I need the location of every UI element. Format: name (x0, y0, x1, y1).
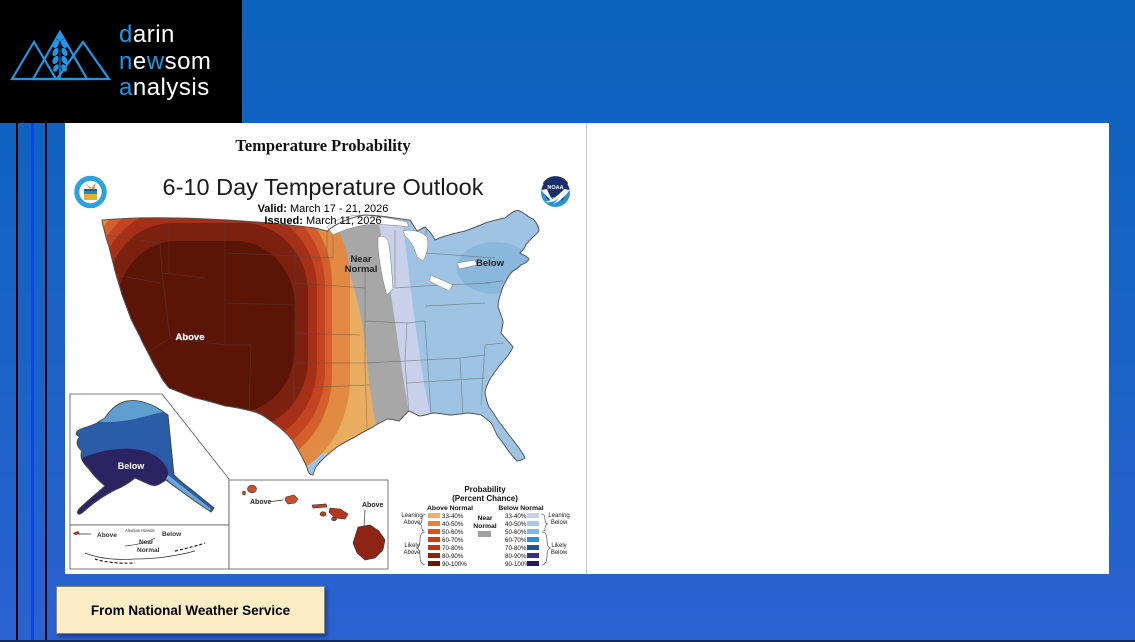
svg-text:80-90%: 80-90% (505, 553, 527, 560)
svg-text:Below: Below (118, 461, 146, 471)
svg-text:Leaning: Leaning (548, 513, 569, 519)
svg-text:Above: Above (175, 332, 204, 343)
svg-text:Below: Below (162, 531, 182, 538)
svg-text:60-70%: 60-70% (505, 537, 527, 544)
svg-text:50-60%: 50-60% (442, 529, 464, 536)
svg-text:Aleutian Islands: Aleutian Islands (125, 528, 155, 533)
svg-text:Near: Near (350, 254, 371, 265)
svg-text:33-40%: 33-40% (505, 513, 527, 520)
svg-text:Probability: Probability (464, 485, 506, 494)
svg-text:Above: Above (250, 499, 272, 506)
svg-text:Normal: Normal (137, 547, 160, 554)
svg-text:6-10 Day Temperature Outlook: 6-10 Day Temperature Outlook (163, 174, 484, 200)
svg-text:40-50%: 40-50% (442, 521, 464, 528)
svg-text:(Percent Chance): (Percent Chance) (452, 494, 518, 503)
svg-text:Leaning: Leaning (401, 513, 422, 519)
svg-text:Below: Below (476, 258, 505, 269)
svg-text:80-90%: 80-90% (442, 553, 464, 560)
svg-text:Below: Below (551, 550, 568, 556)
svg-text:Above: Above (403, 520, 421, 526)
svg-text:Normal: Normal (345, 264, 378, 275)
svg-text:Above: Above (97, 532, 117, 539)
svg-text:Below Normal: Below Normal (498, 505, 543, 512)
svg-text:40-50%: 40-50% (505, 521, 527, 528)
svg-text:Valid: March 17 - 21, 2026: Valid: March 17 - 21, 2026 (258, 203, 389, 215)
svg-text:Above: Above (403, 550, 421, 556)
svg-text:70-80%: 70-80% (442, 545, 464, 552)
svg-text:Below: Below (551, 520, 568, 526)
svg-text:Likely: Likely (404, 543, 419, 549)
svg-text:50-60%: 50-60% (505, 529, 527, 536)
svg-text:33-40%: 33-40% (442, 513, 464, 520)
svg-text:60-70%: 60-70% (442, 537, 464, 544)
svg-text:90-100%: 90-100% (505, 561, 530, 568)
svg-text:Issued: March 11, 2026: Issued: March 11, 2026 (264, 215, 381, 227)
svg-text:Likely: Likely (551, 543, 566, 549)
svg-text:Above: Above (362, 502, 384, 509)
svg-text:Temperature Probability: Temperature Probability (235, 136, 411, 155)
svg-text:NOAA: NOAA (547, 185, 563, 191)
svg-text:Near: Near (139, 539, 154, 546)
svg-text:Above Normal: Above Normal (427, 505, 473, 512)
svg-text:Near: Near (477, 515, 492, 522)
svg-text:Normal: Normal (473, 523, 497, 530)
svg-text:90-100%: 90-100% (442, 561, 467, 568)
svg-text:70-80%: 70-80% (505, 545, 527, 552)
